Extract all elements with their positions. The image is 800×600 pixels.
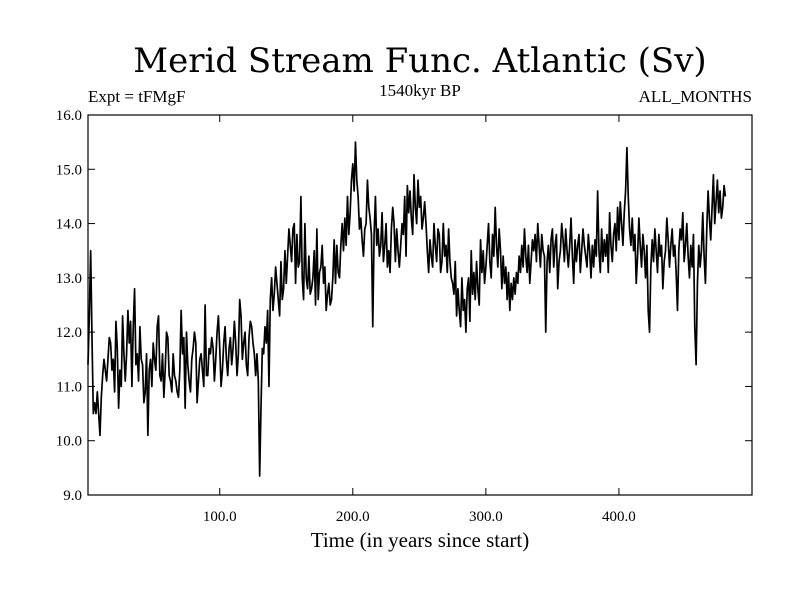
y-tick-label: 16.0 xyxy=(56,108,82,124)
x-tick-label: 300.0 xyxy=(469,509,503,525)
y-tick-label: 13.0 xyxy=(56,271,82,287)
plot-area xyxy=(87,114,753,496)
y-tick-label: 15.0 xyxy=(56,162,82,178)
season-label: ALL_MONTHS xyxy=(639,87,752,106)
chart-title: Merid Stream Func. Atlantic (Sv) xyxy=(133,41,706,81)
y-tick-label: 10.0 xyxy=(56,434,82,450)
series-line xyxy=(87,141,727,477)
x-axis-label: Time (in years since start) xyxy=(311,528,530,552)
chart-subtitle: 1540kyr BP xyxy=(379,81,461,100)
y-tick-label: 11.0 xyxy=(56,379,82,395)
x-tick-label: 200.0 xyxy=(336,509,370,525)
x-tick-label: 100.0 xyxy=(203,509,237,525)
experiment-label: Expt = tFMgF xyxy=(88,87,185,106)
y-tick-label: 12.0 xyxy=(56,325,82,341)
series-layer xyxy=(87,141,727,477)
x-axis: 100.0 200.0 300.0 400.0 xyxy=(203,115,636,525)
y-tick-label: 14.0 xyxy=(56,217,82,233)
x-tick-label: 400.0 xyxy=(602,509,636,525)
y-tick-label: 9.0 xyxy=(63,488,82,504)
y-axis: 9.0 10.0 11.0 12.0 13.0 14.0 15.0 16.0 xyxy=(56,108,752,504)
